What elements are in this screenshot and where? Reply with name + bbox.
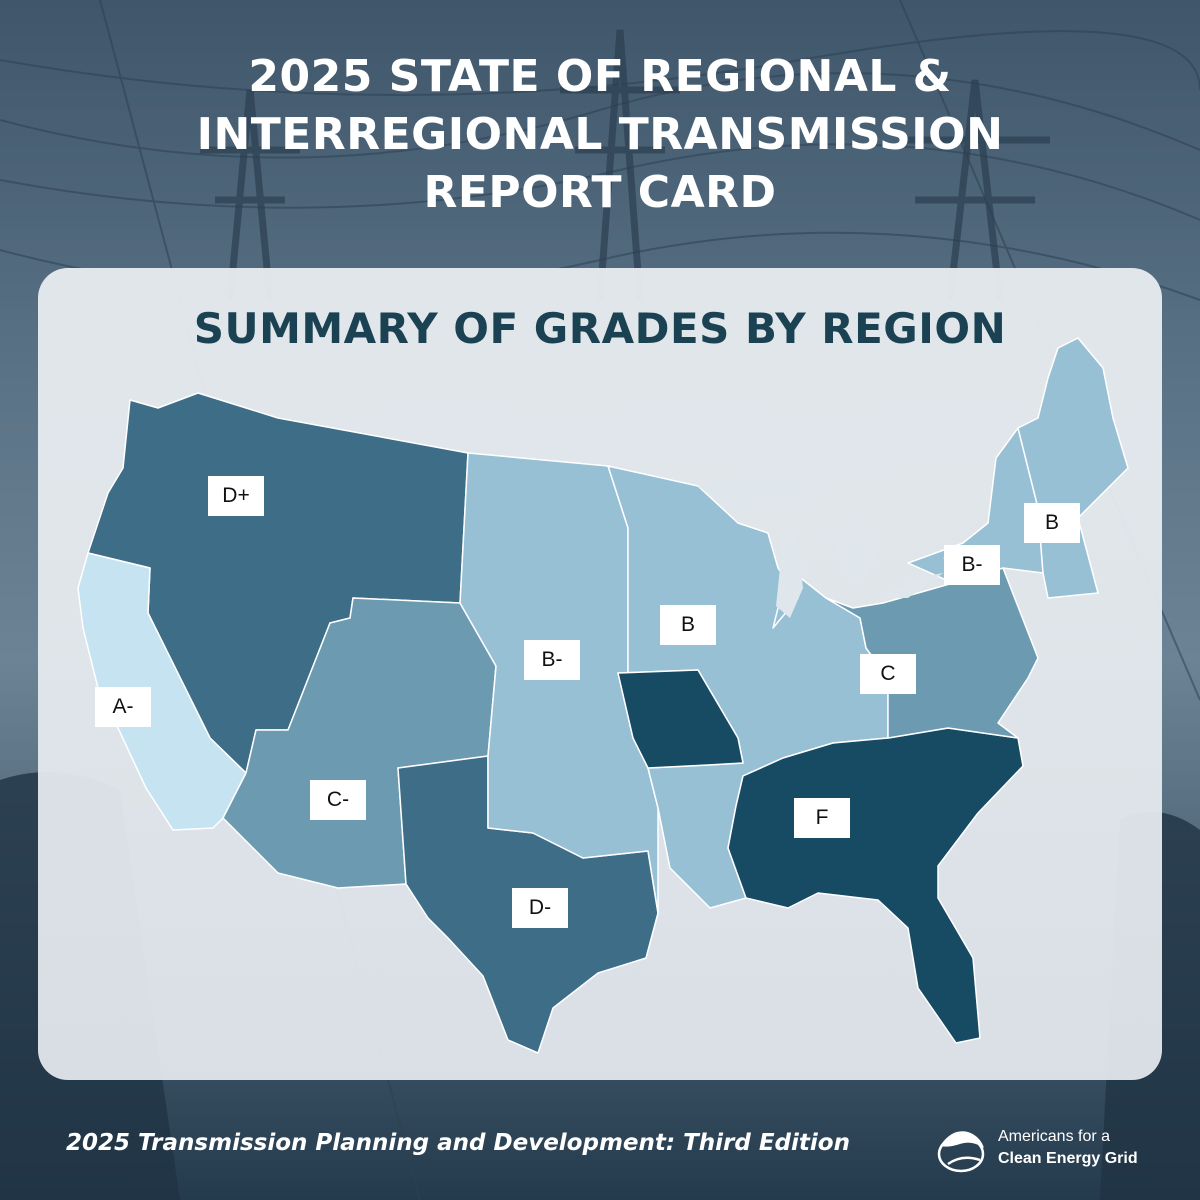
us-grades-map (77, 337, 1129, 1054)
lake-superior (698, 478, 828, 518)
org-logo: Americans for a Clean Energy Grid (934, 1122, 1164, 1178)
org-name-line-2: Clean Energy Grid (998, 1150, 1138, 1167)
bird-globe-icon (937, 1131, 985, 1173)
region-california (77, 552, 247, 831)
region-missouri (617, 669, 744, 769)
grade-label-plains: B- (524, 640, 580, 680)
edition-caption: 2025 Transmission Planning and Developme… (66, 1130, 850, 1156)
lake-huron (828, 526, 876, 586)
page-title: 2025 STATE OF REGIONAL & INTERREGIONAL T… (60, 48, 1140, 222)
grade-label-southeast: F (794, 798, 850, 838)
grade-label-southwest: C- (310, 780, 366, 820)
title-line-2: INTERREGIONAL TRANSMISSION (196, 109, 1004, 160)
grade-label-midcontinent: B (660, 605, 716, 645)
grade-label-northwest: D+ (208, 476, 264, 516)
grades-panel: SUMMARY OF GRADES BY REGION D+ A- C- D- … (38, 268, 1162, 1080)
title-line-1: 2025 STATE OF REGIONAL & (248, 51, 952, 102)
grade-label-california: A- (95, 687, 151, 727)
panel-title: SUMMARY OF GRADES BY REGION (193, 304, 1007, 353)
region-southeast (727, 727, 1024, 1044)
grade-label-newyork: B- (944, 545, 1000, 585)
grade-label-midatlantic: C (860, 654, 916, 694)
grade-label-newengland: B (1024, 503, 1080, 543)
lake-michigan (776, 528, 803, 618)
org-name: Americans for a Clean Energy Grid (998, 1126, 1138, 1170)
grade-label-texas: D- (512, 888, 568, 928)
lake-erie (878, 573, 943, 598)
title-line-3: REPORT CARD (423, 167, 777, 218)
org-name-line-1: Americans for a (998, 1128, 1111, 1145)
